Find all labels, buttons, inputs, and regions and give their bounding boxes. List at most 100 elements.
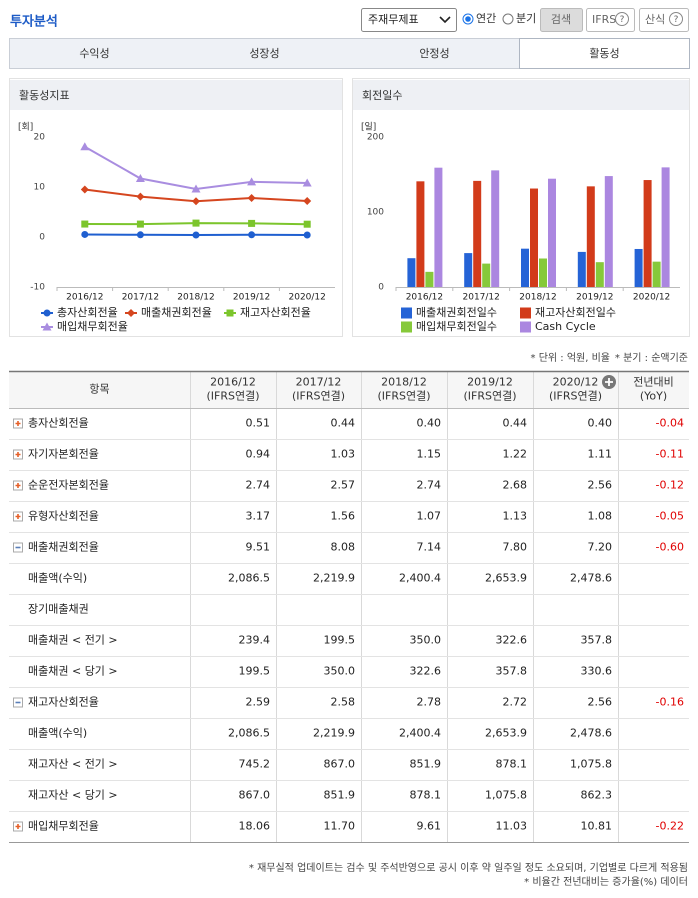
tab-label: 수익성 [79, 47, 109, 60]
table-header: 2019/12 [467, 376, 513, 389]
cell: 878.1 [496, 758, 528, 771]
chart-panel-header [353, 80, 689, 110]
x-tick-label: 2018/12 [177, 293, 214, 303]
chart-panel [352, 78, 690, 337]
cell: 1.11 [588, 448, 613, 461]
radio-dot [465, 16, 471, 22]
table-header: 2016/12 [210, 376, 256, 389]
marker [247, 194, 256, 202]
cell: 2.56 [588, 696, 613, 709]
tab-label: 활동성 [589, 46, 619, 60]
cell: 2,653.9 [485, 572, 527, 585]
cell: 0.44 [331, 417, 356, 430]
cell: 745.2 [239, 758, 271, 771]
bar [464, 253, 473, 287]
help-icon: ? [674, 15, 679, 25]
row-toggle-sign [15, 514, 21, 519]
row-label: 유형자산회전율 [28, 510, 99, 523]
marker [81, 230, 89, 238]
row-label: 순운전자본회전율 [28, 479, 109, 492]
cell: 0.51 [246, 417, 271, 430]
button[interactable] [540, 8, 583, 32]
table-header-bg [9, 371, 689, 408]
cell: 357.8 [581, 634, 613, 647]
bar [634, 248, 643, 287]
table-header: (IFRS연결) [549, 390, 602, 403]
row-toggle-sign [15, 824, 21, 829]
cell: 2,219.9 [313, 572, 355, 585]
cell: 1.22 [503, 448, 528, 461]
cell: 1.08 [588, 510, 613, 523]
cell: 1.56 [331, 510, 356, 523]
marker [303, 197, 312, 205]
bar [652, 261, 661, 287]
row-label: 자기자본회전율 [28, 448, 99, 461]
x-tick-label: 2016/12 [66, 293, 103, 303]
footnote: * 비율간 전년대비는 증가율(%) 데이터 [524, 876, 688, 888]
y-axis-label: [회] [18, 122, 33, 133]
table-header: 2020/12 [553, 376, 599, 389]
cell: 350.0 [324, 665, 356, 678]
table-header: (IFRS연결) [206, 390, 259, 403]
x-tick-label: 2020/12 [633, 293, 670, 303]
cell: 2,086.5 [228, 572, 270, 585]
cell: 330.6 [581, 665, 613, 678]
cell: 2,478.6 [570, 727, 612, 740]
yoy-cell: -0.04 [656, 417, 684, 430]
radio-label: 연간 [476, 12, 496, 25]
tab-active[interactable] [519, 38, 690, 69]
cell: 2.56 [588, 479, 613, 492]
footnote: * 재무실적 업데이트는 검수 및 주석반영으로 공시 이후 약 일주일 정도 … [249, 861, 688, 874]
cell: 1,075.8 [570, 758, 612, 771]
marker [127, 309, 135, 317]
cell: 1.13 [503, 510, 528, 523]
cell: 878.1 [410, 789, 442, 802]
table-header: (IFRS연결) [377, 390, 430, 403]
select-value: 주재무제표 [368, 13, 419, 26]
statement-select[interactable] [361, 8, 457, 32]
row-toggle-sign [15, 452, 21, 457]
chart-title: 회전일수 [362, 88, 402, 102]
cell: 2,086.5 [228, 727, 270, 740]
cell: 350.0 [410, 634, 442, 647]
select-arrow [439, 16, 451, 24]
bar [425, 271, 434, 287]
row-toggle-sign [15, 483, 21, 488]
cell: 18.06 [239, 820, 271, 833]
legend-label: 매출채권회전율 [141, 306, 212, 319]
cell: 1.15 [417, 448, 442, 461]
cell: 0.40 [417, 417, 442, 430]
button-label: 산식 [645, 13, 665, 26]
y-tick-label: 10 [34, 183, 46, 193]
marker [136, 220, 144, 228]
cell: 322.6 [496, 634, 528, 647]
row-label: 재고자산회전율 [28, 696, 99, 709]
x-tick-label: 2019/12 [233, 293, 270, 303]
marker [42, 322, 52, 331]
cell: 2,653.9 [485, 727, 527, 740]
marker [247, 177, 257, 186]
marker [248, 231, 256, 239]
radio[interactable] [502, 13, 514, 25]
cell: 851.9 [410, 758, 442, 771]
table-header: 2017/12 [296, 376, 342, 389]
row-label: 매출액(수익) [28, 727, 87, 740]
unit-note: * 단위 : 억원, 비율 [531, 351, 610, 364]
add-column-plus [605, 378, 613, 386]
marker [43, 309, 51, 317]
marker [80, 142, 90, 151]
cell: 11.70 [324, 820, 356, 833]
legend-label: 총자산회전율 [57, 306, 118, 319]
y-tick-label: 20 [34, 133, 46, 143]
bar [661, 167, 670, 287]
bar [491, 170, 500, 287]
tab-label: 성장성 [249, 47, 279, 60]
cell: 3.17 [246, 510, 271, 523]
yoy-cell: -0.05 [656, 510, 684, 523]
marker [136, 192, 145, 201]
page-title: 투자분석 [10, 15, 58, 30]
chart-panel-header [10, 80, 342, 110]
legend-swatch [401, 321, 412, 333]
y-tick-label: -10 [30, 283, 45, 293]
